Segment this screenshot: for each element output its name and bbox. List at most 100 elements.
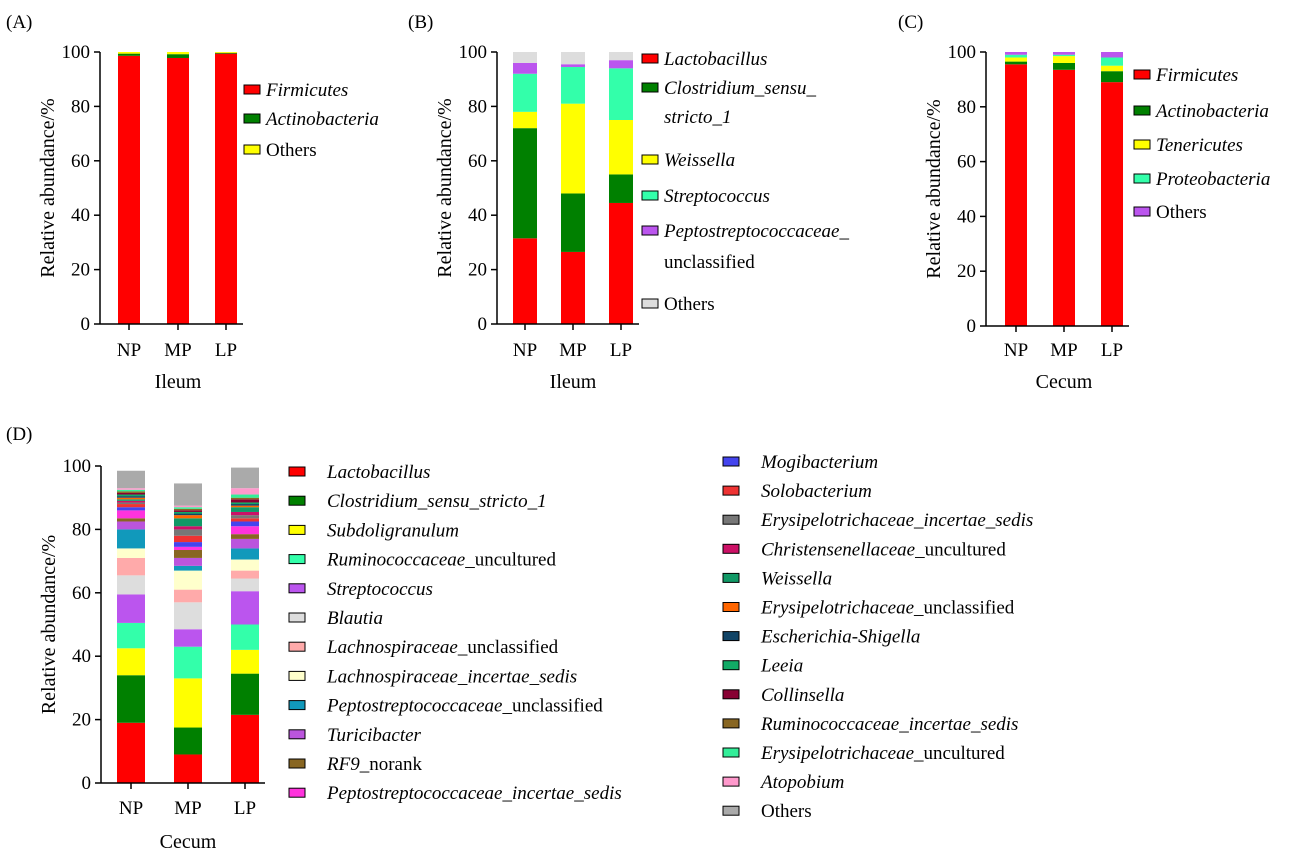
legend-swatch-others: [243, 144, 261, 155]
bar-segment-lachnospiraceae-incertae-sedis-mp: [174, 570, 202, 590]
legend-label-blautia: Blautia: [327, 608, 383, 629]
legend-swatch-lachnospiraceae-incertae-sedis: [288, 670, 306, 681]
bar-segment-ruminococcaceae-uncultured-np: [117, 622, 145, 649]
bar-segment-solobacterium-lp: [231, 518, 259, 522]
y-tick-label: 60: [468, 151, 487, 172]
bar-segment-streptococcus-np: [117, 594, 145, 623]
bar-segment-actinobacteria-np: [1005, 61, 1027, 65]
y-tick-label: 20: [72, 710, 91, 731]
bar-segment-ruminococcaceae-uncultured-lp: [231, 624, 259, 650]
legend-swatch-escherichia-shigella: [722, 631, 740, 642]
y-axis-title: Relative abundance/%: [37, 98, 59, 277]
y-tick-label: 40: [957, 206, 976, 227]
legend-swatch-peptostreptococcaceae-incertae-sedis: [288, 787, 306, 798]
bar-segment-peptostreptococcaceae-unclassified-np: [117, 529, 145, 549]
bar-segment-tenericutes-mp: [1053, 56, 1075, 63]
legend-label-lactobacillus: Lactobacillus: [326, 462, 430, 483]
bar-segment-clostridium-sensu-stricto-1-np: [117, 675, 145, 723]
bar-segment-erysipelotrichaceae-incertae-sedis-np: [117, 502, 145, 505]
legend-swatch-leeia: [722, 660, 740, 671]
legend-label-others: Others: [266, 140, 317, 161]
legend-swatch-others: [1133, 206, 1151, 217]
legend-label-erysipelotrichaceae-incertae-sedis: Erysipelotrichaceae_incertae_sedis: [760, 510, 1033, 531]
legend-label-peptostreptococcaceae-incertae-sedis: Peptostreptococcaceae_incertae_sedis: [326, 783, 622, 804]
bar-segment-peptostreptococcaceae-unclassified-mp: [174, 565, 202, 571]
bar-segment-firmicutes-mp: [1053, 69, 1075, 326]
bar-segment-collinsella-mp: [174, 510, 202, 512]
bar-segment-peptostreptococcaceae-unclassified-lp: [231, 548, 259, 560]
legend-swatch-weissella: [722, 572, 740, 583]
bar-segment-others-np: [1005, 52, 1027, 55]
legend-label-ruminococcaceae-uncultured: Ruminococcaceae_uncultured: [326, 550, 556, 571]
legend-swatch-clostridium-sensu-stricto-1: [641, 82, 659, 93]
chart-panel-3: (C) NP MP LP 0 20 40 60 80 100 Relative abundance/…: [898, 12, 1270, 393]
x-axis-title: Cecum: [1036, 371, 1093, 393]
bar-segment-leeia-np: [117, 494, 145, 497]
legend-swatch-christensenellaceae-uncultured: [722, 543, 740, 554]
bar-segment-others-lp: [1101, 52, 1123, 58]
bar-segment-clostridium-sensu-stricto-1-np: [513, 128, 537, 239]
bar-segment-peptostreptococcaceae-unclassified-lp: [609, 60, 633, 69]
legend-swatch-weissella: [641, 154, 659, 165]
legend-swatch-subdoligranulum: [288, 524, 306, 535]
legend-swatch-erysipelotrichaceae-uncultured: [722, 747, 740, 758]
x-tick-label: MP: [174, 798, 201, 819]
legend-swatch-mogibacterium: [722, 456, 740, 467]
y-tick-label: 0: [82, 773, 92, 794]
y-tick-label: 40: [468, 205, 487, 226]
y-axis-title: Relative abundance/%: [923, 99, 945, 278]
legend-swatch-lactobacillus: [288, 466, 306, 477]
bar-segment-streptococcus-np: [513, 73, 537, 112]
legend-label-clostridium-sensu-stricto-1: Clostridium_sensu_stricto_1: [327, 491, 547, 512]
bar-segment-proteobacteria-mp: [1053, 54, 1075, 57]
bar-segment-firmicutes-mp: [167, 57, 189, 324]
legend-swatch-streptococcus: [641, 190, 659, 201]
bar-segment-erysipelotrichaceae-uncultured-lp: [231, 494, 259, 498]
legend-swatch-rf9-norank: [288, 758, 306, 769]
bar-segment-blautia-lp: [231, 578, 259, 592]
bar-segment-turicibacter-lp: [231, 538, 259, 549]
bar-segment-weissella-mp: [561, 103, 585, 194]
x-tick-label: NP: [513, 340, 537, 361]
bar-segment-erysipelotrichaceae-uncultured-mp: [174, 507, 202, 509]
bar-segment-others-np: [117, 470, 145, 489]
bar-segment-rf9-norank-mp: [174, 550, 202, 558]
bar-segment-firmicutes-lp: [1101, 82, 1123, 326]
legend-swatch-lactobacillus: [641, 53, 659, 64]
bar-segment-proteobacteria-np: [1005, 54, 1027, 58]
bar-segment-solobacterium-np: [117, 504, 145, 508]
bar-segment-peptostreptococcaceae-incertae-sedis-mp: [174, 546, 202, 551]
bar-segment-ruminococcaceae-incertae-sedis-lp: [231, 497, 259, 500]
bar-segment-clostridium-sensu-stricto-1-mp: [174, 727, 202, 755]
bar-segment-subdoligranulum-lp: [231, 649, 259, 674]
bar-segment-others-np: [513, 52, 537, 63]
bar-segment-firmicutes-lp: [215, 53, 237, 325]
chart-panel-2: (B) NP MP LP 0 20 40 60 80 100 Relative abundance/…: [408, 12, 849, 393]
legend-swatch-atopobium: [722, 776, 740, 787]
y-tick-label: 80: [468, 96, 487, 117]
bar-segment-peptostreptococcaceae-unclassified-np: [513, 62, 537, 74]
bar-segment-tenericutes-np: [1005, 57, 1027, 62]
bar-segment-weissella-np: [117, 499, 145, 501]
legend-label-streptococcus: Streptococcus: [664, 186, 770, 207]
legend-label-peptostreptococcaceae-unclassified-line-2: unclassified: [664, 252, 755, 273]
y-tick-label: 20: [468, 260, 487, 281]
bar-segment-lachnospiraceae-incertae-sedis-np: [117, 548, 145, 558]
bar-segment-escherichia-shigella-np: [117, 496, 145, 498]
bar-segment-others-mp: [1053, 52, 1075, 55]
y-tick-label: 40: [72, 646, 91, 667]
legend-label-leeia: Leeia: [760, 656, 803, 677]
bar-segment-rf9-norank-np: [117, 518, 145, 522]
bar-segment-blautia-np: [117, 575, 145, 595]
panel-label: (A): [6, 12, 32, 33]
legend-label-peptostreptococcaceae-unclassified: Peptostreptococcaceae_unclassified: [326, 696, 603, 717]
legend-label-subdoligranulum: Subdoligranulum: [327, 520, 459, 541]
y-tick-label: 20: [71, 260, 90, 281]
y-tick-label: 80: [957, 97, 976, 118]
bar-segment-streptococcus-mp: [174, 629, 202, 647]
bar-segment-actinobacteria-lp: [1101, 71, 1123, 83]
x-tick-label: MP: [559, 340, 586, 361]
legend-swatch-collinsella: [722, 689, 740, 700]
bar-segment-lactobacillus-lp: [231, 714, 259, 783]
legend-label-collinsella: Collinsella: [761, 685, 844, 706]
